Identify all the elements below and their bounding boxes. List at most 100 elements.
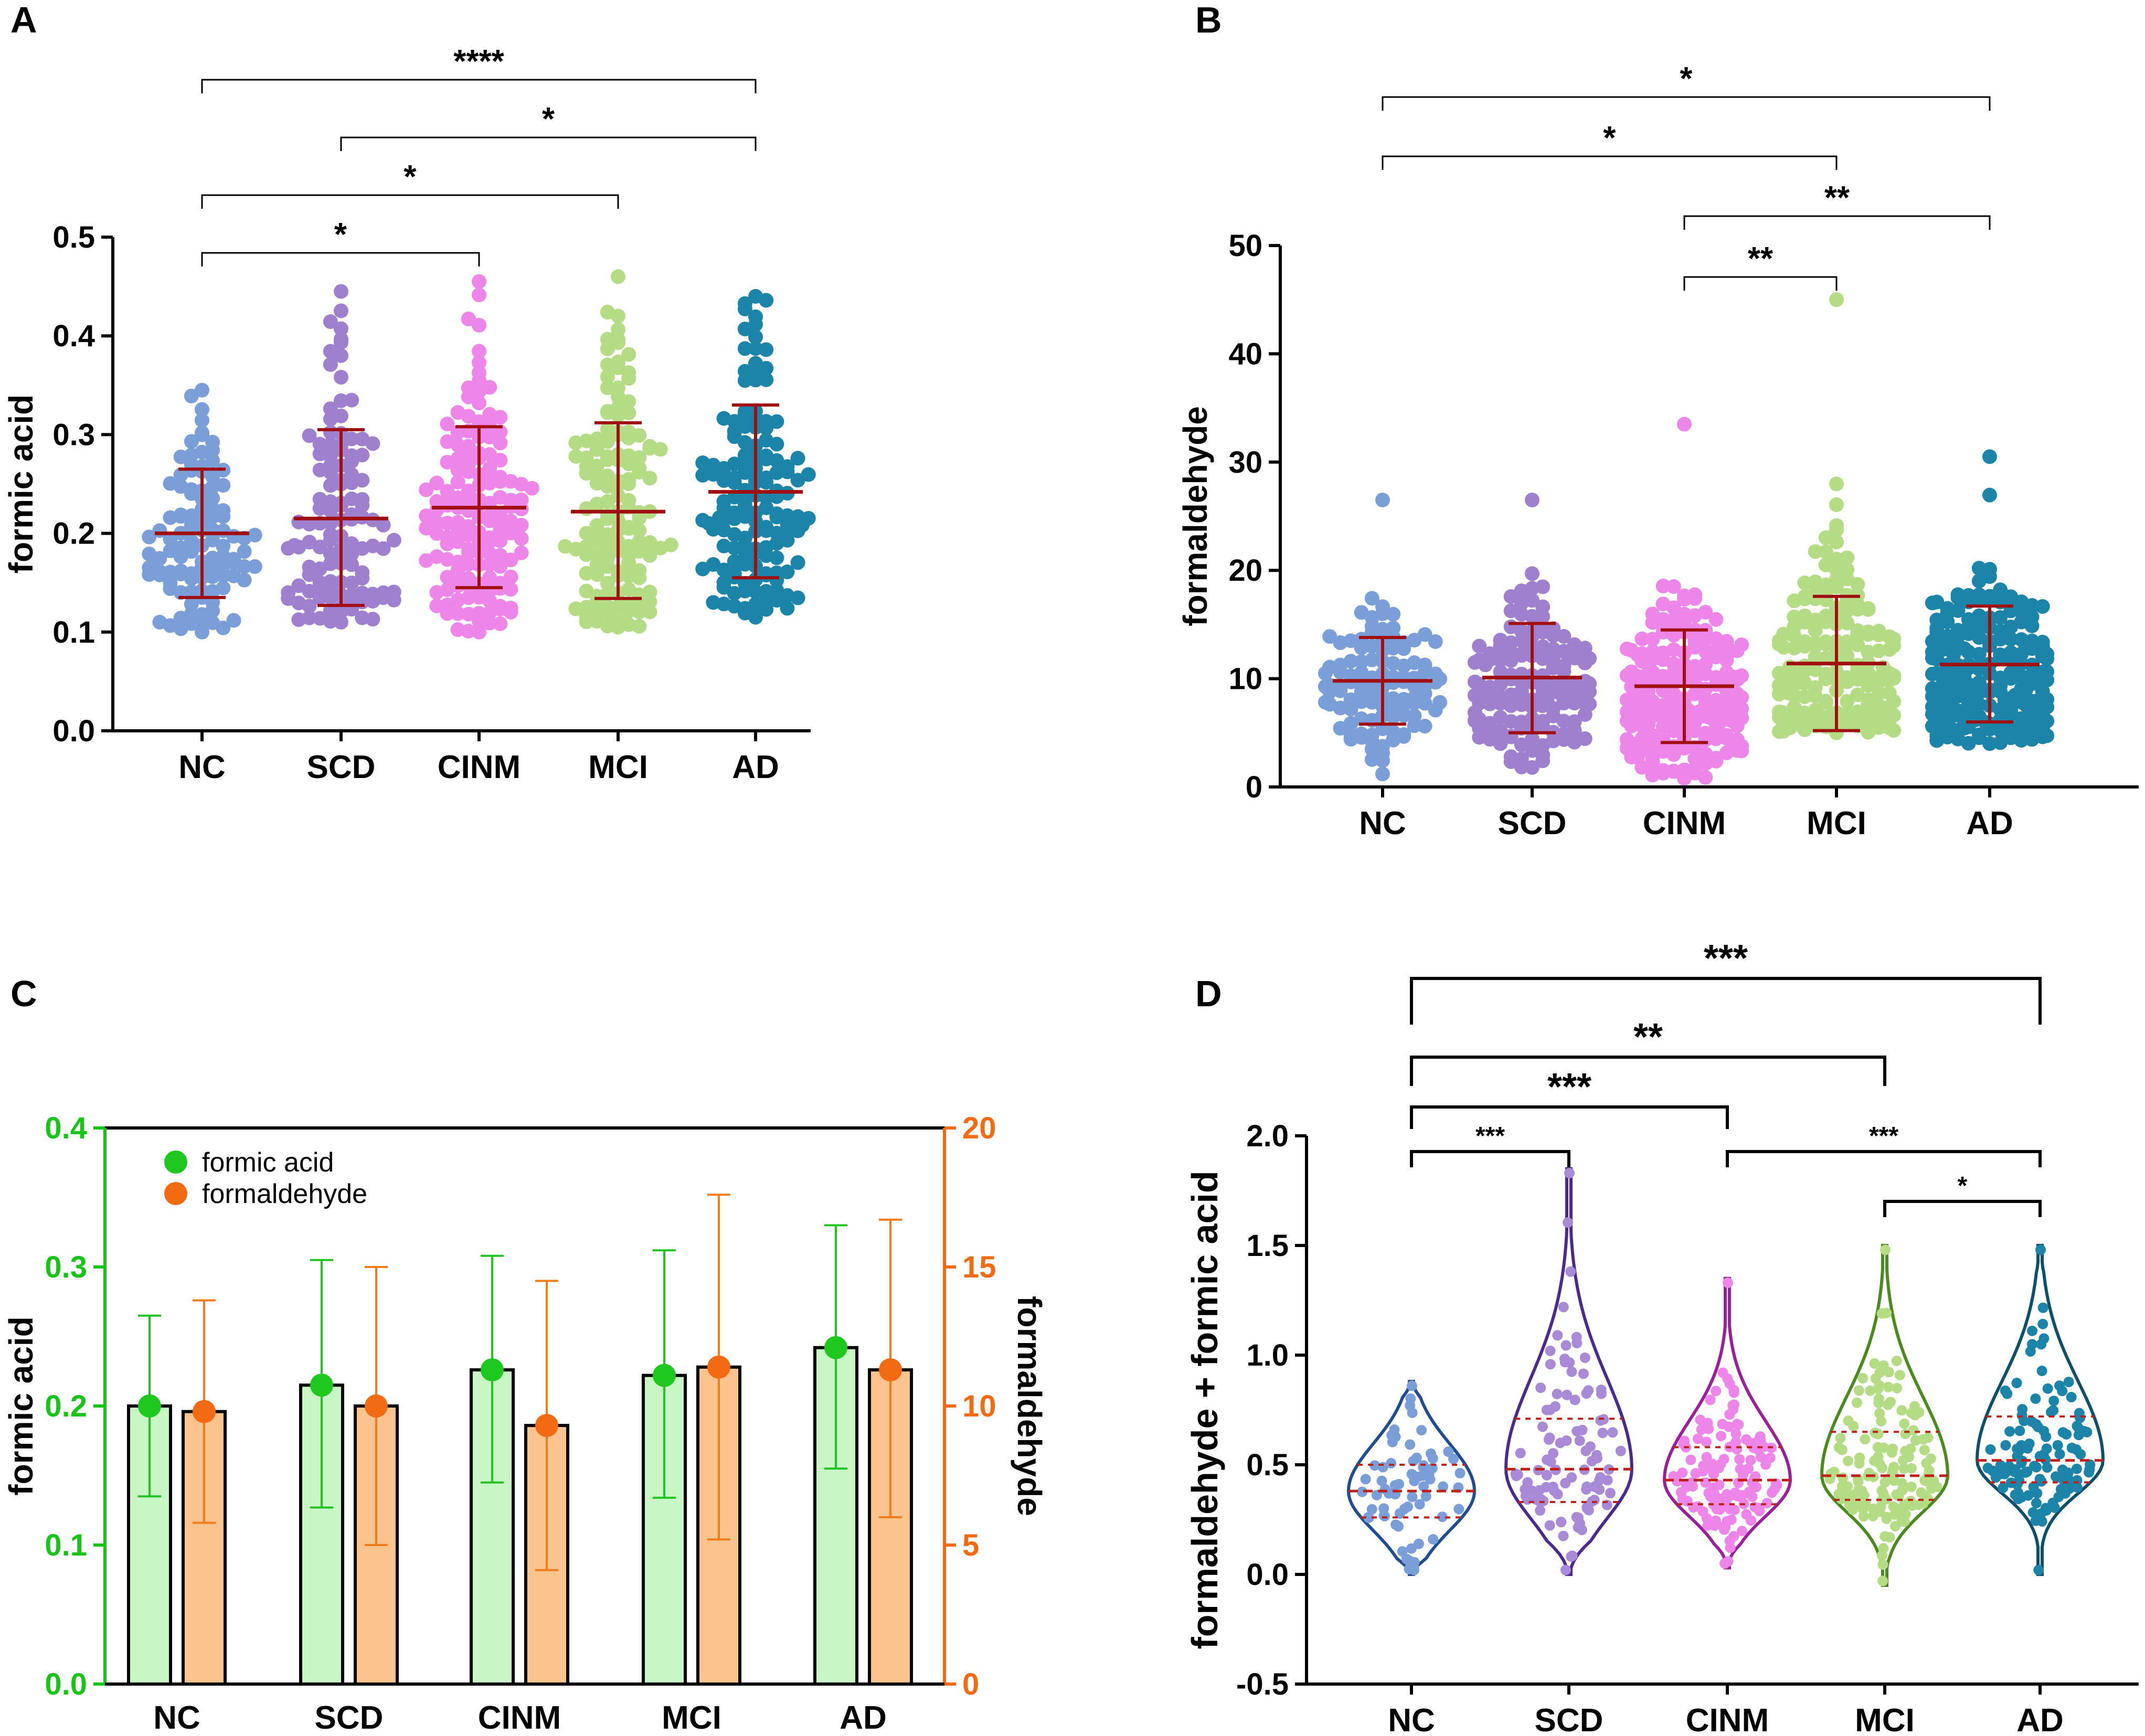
panel-d-data-point-scd [1548,1448,1559,1459]
panel-a-data-point-cinm [514,518,529,533]
panel-a-data-point-ad [759,490,774,505]
panel-d-data-point-ad [2049,1502,2060,1513]
panel-b-data-point-mci [1840,648,1855,663]
panel-d-data-point-scd [1578,1368,1589,1379]
panel-d-data-point-scd [1560,1340,1571,1351]
panel-b-data-point-nc [1318,666,1333,681]
panel-c-right-y-tick-label: 0 [962,1667,979,1701]
panel-b-data-point-ad [2018,725,2033,740]
panel-a-data-point-nc [142,546,157,561]
panel-b-data-point-mci [1841,714,1856,729]
panel-d-data-point-ad [2079,1426,2090,1437]
panel-d-data-point-mci [1919,1490,1930,1501]
panel-a-data-point-cinm [514,545,529,560]
panel-a-data-point-nc [184,534,199,549]
panel-a-data-point-ad [780,459,795,474]
panel-d-data-point-cinm [1761,1497,1772,1508]
panel-b-data-point-mci [1861,601,1876,616]
panel-b-data-point-ad [1957,685,1972,700]
panel-d-data-point-ad [2036,1366,2047,1377]
panel-b-data-point-ad [1950,587,1966,602]
panel-d-data-point-mci [1867,1510,1878,1521]
panel-d-data-point-mci [1856,1485,1867,1496]
panel-b-data-point-ad [2003,589,2019,604]
panel-b-data-point-cinm [1729,672,1745,687]
panel-b-data-point-scd [1482,696,1498,711]
panel-a-data-point-ad [759,475,774,490]
panel-d-data-point-ad [2042,1462,2053,1473]
panel-a-data-point-cinm [503,552,518,568]
panel-b-data-point-nc [1318,679,1333,694]
panel-d-data-point-ad [1985,1444,1996,1455]
panel-d-data-point-nc [1427,1453,1438,1464]
panel-b-data-point-cinm [1655,578,1671,593]
panel-c-left-y-tick-label: 0.1 [45,1528,87,1562]
panel-b-data-point-ad [1936,722,1951,738]
panel-d-data-point-scd [1580,1445,1591,1456]
panel-b-data-point-scd [1472,638,1487,654]
panel-d-data-point-ad [2025,1346,2036,1357]
panel-c-legend-marker-formic-acid [164,1151,187,1174]
panel-a-data-point-cinm [450,474,465,489]
panel-a-data-point-mci [632,510,647,526]
panel-a-data-point-mci [589,518,604,533]
panel-a-x-tick-label-cinm: CINM [438,749,521,785]
panel-d-data-point-scd [1562,1217,1573,1228]
panel-b-data-point-scd [1560,648,1576,664]
panel-d-data-point-cinm [1723,1556,1734,1567]
panel-b-data-point-cinm [1634,631,1650,646]
panel-a-data-point-ad [737,490,752,505]
panel-a-data-point-cinm [440,484,455,499]
panel-d-data-point-cinm [1697,1506,1708,1517]
panel-b-data-point-cinm [1645,768,1660,783]
panel-a-data-point-ad [759,293,774,308]
panel-d-data-point-scd [1552,1330,1563,1341]
panel-a-data-point-cinm [472,344,486,359]
panel-b-data-point-mci [1871,686,1886,701]
panel-b-x-tick-label-mci: MCI [1807,805,1866,842]
panel-d-data-point-cinm [1677,1494,1688,1505]
panel-d-data-point-scd [1520,1484,1531,1495]
panel-b-data-point-mci [1886,638,1902,654]
panel-d-data-point-cinm [1753,1444,1764,1455]
panel-b-data-point-cinm [1666,579,1681,594]
panel-a-data-point-mci [579,609,594,624]
panel-a-data-point-mci [589,547,604,562]
panel-a-data-point-mci [600,405,615,420]
panel-a-data-point-nc [173,449,188,464]
panel-d-data-point-mci [1906,1481,1917,1492]
panel-d-data-point-scd [1537,1421,1548,1432]
panel-b-data-point-ad [2040,673,2055,688]
panel-a-data-point-scd [334,321,348,336]
panel-a-data-point-scd [344,557,359,572]
panel-c-left-y-axis-label: formic acid [2,1316,40,1495]
panel-d-data-point-scd [1552,1489,1563,1500]
panel-a-data-point-nc [173,540,188,556]
panel-d-data-point-scd [1541,1404,1552,1415]
panel-a-data-point-nc [205,569,220,584]
panel-d-data-point-nc [1454,1467,1466,1478]
panel-a-data-point-cinm [450,405,465,420]
panel-d-data-point-ad [1982,1463,1993,1474]
panel-a-data-point-mci [642,471,657,486]
panel-c-right-y-tick-label: 5 [962,1528,979,1562]
panel-d-data-point-mci [1887,1464,1898,1475]
panel-d-data-point-scd [1542,1454,1553,1465]
panel-d-data-point-cinm [1765,1452,1776,1463]
panel-d-significance-bracket [1410,1105,1729,1129]
panel-a-data-point-ad [759,360,774,376]
panel-a-data-point-cinm [493,559,508,574]
panel-a-data-point-mci [579,566,594,581]
panel-d-data-point-ad [2011,1378,2022,1389]
panel-d-data-point-cinm [1701,1452,1712,1463]
panel-b-data-point-scd [1560,684,1576,699]
panel-a-data-point-cinm [440,417,455,432]
panel-c-mean-dot-formic-acid-mci [653,1364,676,1387]
panel-d-data-point-cinm [1716,1431,1727,1442]
panel-b-data-point-mci [1851,715,1866,730]
panel-b-data-point-mci [1840,694,1855,709]
panel-b-data-point-ad [1971,587,1987,602]
panel-b-data-point-ad [1929,621,1945,636]
panel-d-data-point-scd [1534,1485,1545,1496]
panel-d-data-point-mci [1874,1408,1885,1419]
